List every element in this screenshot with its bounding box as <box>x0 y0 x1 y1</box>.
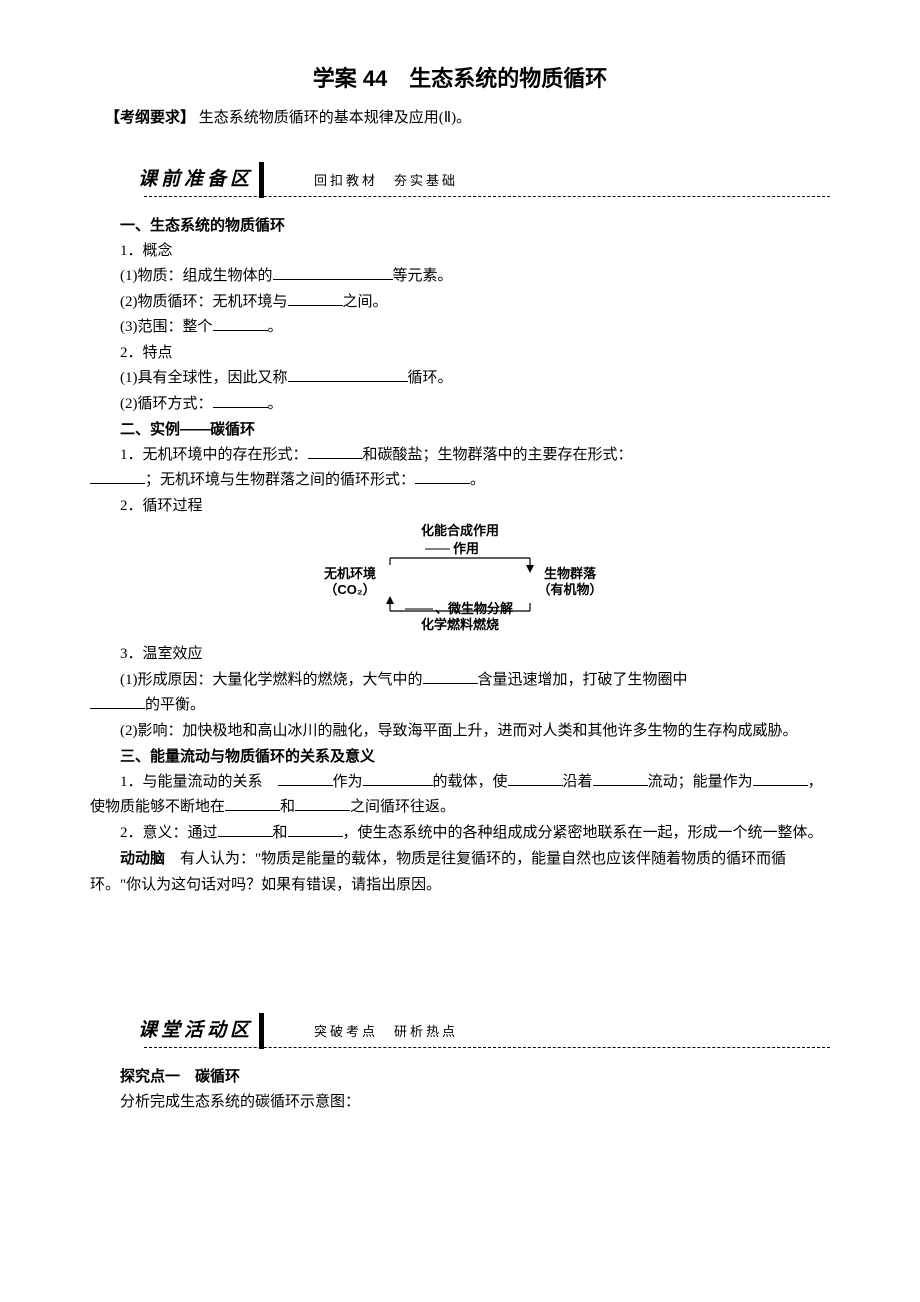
s1-p1b: (2)物质循环：无机环境与之间。 <box>90 290 830 316</box>
banner-preclass: 课前准备区 回扣教材 夯实基础 <box>130 162 830 198</box>
s1-p1a: (1)物质：组成生物体的等元素。 <box>90 264 830 290</box>
banner-title: 课前准备区 <box>130 162 264 198</box>
blank <box>508 770 563 786</box>
blank <box>90 468 145 484</box>
brain-text: 有人认为："物质是能量的载体，物质是往复循环的，能量自然也应该伴随着物质的循环而… <box>90 851 786 893</box>
diag-top1: 化能合成作用 <box>421 523 499 538</box>
blank <box>295 795 350 811</box>
blank <box>288 366 408 382</box>
banner-caption: 回扣教材 夯实基础 <box>314 170 830 192</box>
blank <box>278 770 333 786</box>
blank <box>363 770 433 786</box>
s2-p1: 1．无机环境中的存在形式：和碳酸盐；生物群落中的主要存在形式： <box>90 443 830 469</box>
blank <box>213 315 268 331</box>
diag-top2: 作用 <box>453 541 479 556</box>
s2-p2: 2．循环过程 <box>90 494 830 520</box>
brain-teaser: 动动脑 有人认为："物质是能量的载体，物质是往复循环的，能量自然也应该伴随着物质… <box>90 846 830 898</box>
exam-req-label: 【考纲要求】 <box>105 109 195 126</box>
s1-p2: 2．特点 <box>90 341 830 367</box>
explore-heading: 探究点一 碳循环 <box>90 1064 830 1090</box>
lesson-title: 学案 44 生态系统的物质循环 <box>90 60 830 97</box>
exam-requirement: 【考纲要求】 生态系统物质循环的基本规律及应用(Ⅱ)。 <box>90 105 830 132</box>
banner-line-wrap-2: 突破考点 研析热点 <box>264 1021 830 1049</box>
heading-3: 三、能量流动与物质循环的关系及意义 <box>90 744 830 770</box>
diag-bottom2: 化学燃料燃烧 <box>421 617 499 632</box>
heading-1: 一、生态系统的物质循环 <box>90 213 830 239</box>
diag-right1: 生物群落 <box>544 566 597 581</box>
banner-caption-2: 突破考点 研析热点 <box>314 1021 830 1043</box>
s3-p2: 2．意义：通过和，使生态系统中的各种组成成分紧密地联系在一起，形成一个统一整体。 <box>90 821 830 847</box>
diag-left2: （CO₂） <box>324 582 375 597</box>
s2-p3a-cont: 的平衡。 <box>90 693 830 719</box>
blank <box>213 392 268 408</box>
diag-right2: （有机物） <box>537 582 602 597</box>
blank <box>225 795 280 811</box>
diag-bottom1: 、微生物分解 <box>435 601 513 616</box>
blank <box>90 693 145 709</box>
blank <box>308 443 363 459</box>
s3-p1: 1．与能量流动的关系 作为的载体，使沿着流动；能量作为，使物质能够不断地在和之间… <box>90 770 830 821</box>
s2-p3b: (2)影响：加快极地和高山冰川的融化，导致海平面上升，进而对人类和其他许多生物的… <box>90 719 830 745</box>
s2-p1-cont: ；无机环境与生物群落之间的循环形式：。 <box>90 468 830 494</box>
explore-p: 分析完成生态系统的碳循环示意图： <box>90 1090 830 1116</box>
blank <box>288 821 343 837</box>
s1-p1: 1．概念 <box>90 239 830 265</box>
blank <box>415 468 470 484</box>
blank <box>218 821 273 837</box>
banner-line-wrap: 回扣教材 夯实基础 <box>264 170 830 198</box>
banner-title-2: 课堂活动区 <box>130 1013 264 1049</box>
s2-p3: 3．温室效应 <box>90 642 830 668</box>
diag-left1: 无机环境 <box>323 566 376 581</box>
banner-class: 课堂活动区 突破考点 研析热点 <box>130 1013 830 1049</box>
exam-req-text: 生态系统物质循环的基本规律及应用(Ⅱ)。 <box>195 110 471 126</box>
blank <box>593 770 648 786</box>
blank <box>288 290 343 306</box>
carbon-cycle-diagram: 化能合成作用 作用 无机环境 （CO₂） 生物群落 （有机物） 、微生物分解 化… <box>295 523 625 638</box>
brain-label: 动动脑 <box>120 850 165 867</box>
s1-p2b: (2)循环方式：。 <box>90 392 830 418</box>
blank <box>753 770 808 786</box>
blank <box>273 264 393 280</box>
blank <box>423 668 478 684</box>
s2-p3a: (1)形成原因：大量化学燃料的燃烧，大气中的含量迅速增加，打破了生物圈中 <box>90 668 830 694</box>
s1-p1c: (3)范围：整个。 <box>90 315 830 341</box>
heading-2: 二、实例——碳循环 <box>90 417 830 443</box>
spacer <box>90 898 830 988</box>
s1-p2a: (1)具有全球性，因此又称循环。 <box>90 366 830 392</box>
